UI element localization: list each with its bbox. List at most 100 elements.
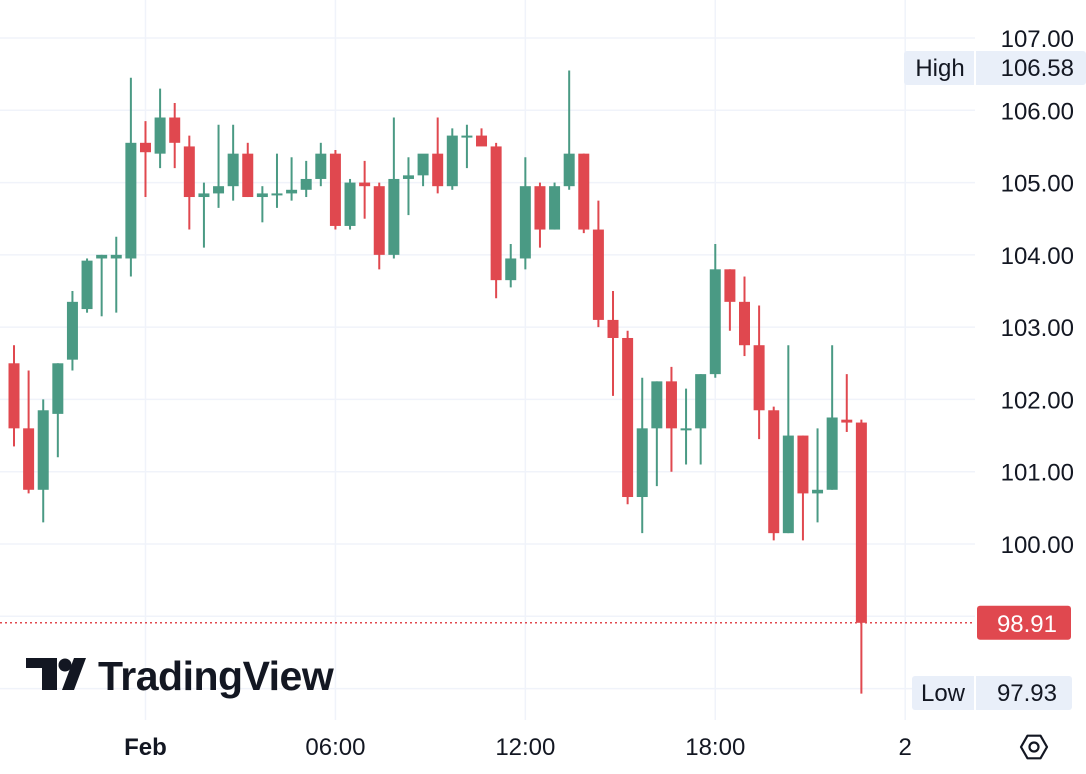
candle-body: [768, 410, 780, 534]
low-label: Low: [921, 680, 966, 707]
candle-body: [636, 428, 648, 498]
candle-body: [753, 345, 765, 411]
candle: [490, 142, 502, 299]
candle-body: [826, 417, 838, 490]
candle: [651, 381, 663, 487]
candle-body: [329, 153, 341, 226]
candle: [563, 70, 575, 190]
candle: [256, 186, 268, 223]
candle: [782, 345, 794, 534]
x-tick-label: Feb: [124, 734, 167, 761]
candle: [139, 121, 151, 198]
settings-center: [1028, 741, 1040, 753]
y-tick-label: 104.00: [1001, 243, 1074, 270]
candle: [110, 236, 122, 313]
candle: [724, 269, 736, 331]
candle-body: [651, 381, 663, 429]
tradingview-logo-slash: [62, 658, 86, 690]
candle-body: [125, 142, 137, 259]
candle-body: [256, 193, 268, 198]
candle: [388, 117, 400, 259]
candle-body: [213, 186, 225, 194]
high-badge: [904, 51, 1086, 85]
candle: [300, 160, 312, 198]
candle: [768, 406, 780, 541]
candle-body: [286, 189, 298, 194]
tradingview-logo-dot: [58, 658, 72, 672]
candle: [826, 345, 838, 490]
candle: [855, 419, 867, 694]
y-tick-label: 100.00: [1001, 532, 1074, 559]
last-price-label: 98.91: [997, 611, 1057, 638]
candle: [592, 200, 604, 328]
candle-body: [169, 117, 181, 143]
grid-lines: [0, 0, 975, 720]
candle-body: [622, 337, 634, 498]
candle-body: [417, 153, 429, 176]
candle-body: [300, 178, 312, 190]
candle-body: [344, 182, 356, 226]
candle-body: [549, 186, 561, 230]
candle: [461, 124, 473, 169]
candle-body: [534, 186, 546, 230]
candle-body: [373, 186, 385, 255]
candle-body: [154, 117, 166, 154]
candle: [841, 374, 853, 432]
high-value: 106.58: [1001, 55, 1074, 82]
candle: [315, 142, 327, 187]
candle: [125, 77, 137, 277]
y-tick-label: 102.00: [1001, 387, 1074, 414]
candle: [169, 103, 181, 169]
candle: [52, 363, 64, 458]
candle-body: [198, 193, 210, 198]
candle: [213, 124, 225, 208]
candle-body: [227, 153, 239, 187]
candle-body: [37, 410, 49, 490]
candle: [578, 153, 590, 234]
candle: [198, 182, 210, 248]
chart-settings-icon[interactable]: [1019, 734, 1049, 760]
candle: [665, 366, 677, 472]
candle-body: [96, 254, 108, 259]
candle: [636, 377, 648, 534]
candle: [680, 388, 692, 465]
candle-body: [476, 135, 488, 147]
candle-body: [724, 269, 736, 302]
candle-body: [52, 363, 64, 414]
candle: [286, 157, 298, 201]
candle: [797, 435, 809, 541]
candle-body: [505, 258, 517, 281]
candle-body: [388, 178, 400, 255]
candle: [432, 117, 444, 194]
candle: [695, 374, 707, 465]
y-tick-label: 105.00: [1001, 171, 1074, 198]
candle: [446, 128, 458, 190]
candle: [549, 182, 561, 230]
candle: [183, 135, 195, 230]
candle: [622, 330, 634, 505]
tradingview-logo[interactable]: TradingView: [26, 653, 334, 699]
candle: [476, 128, 488, 147]
candle: [607, 291, 619, 396]
candle-body: [490, 146, 502, 281]
candle-body: [665, 381, 677, 429]
candle: [505, 244, 517, 288]
candle-body: [81, 260, 93, 310]
candle: [8, 345, 20, 447]
candle-body: [432, 153, 444, 187]
last-price-badge: [977, 605, 1071, 640]
candle: [812, 428, 824, 523]
candle-body: [578, 153, 590, 230]
candle: [271, 153, 283, 208]
candle: [154, 88, 166, 169]
candle-body: [739, 301, 750, 346]
candle: [66, 291, 78, 371]
candle-body: [680, 428, 692, 431]
candle: [227, 124, 239, 201]
candle-body: [855, 422, 867, 623]
candle-body: [563, 153, 575, 187]
x-tick-label: 2: [899, 734, 912, 761]
candle: [534, 182, 546, 248]
candle: [739, 276, 750, 357]
